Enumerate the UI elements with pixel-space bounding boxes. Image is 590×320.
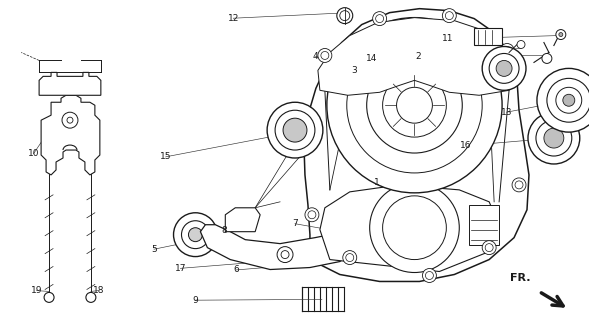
Circle shape	[62, 112, 78, 128]
Circle shape	[517, 41, 525, 49]
Circle shape	[383, 196, 447, 260]
Text: 7: 7	[292, 219, 298, 228]
Text: 12: 12	[228, 14, 239, 23]
Polygon shape	[39, 72, 101, 95]
Text: 19: 19	[31, 286, 42, 295]
Circle shape	[86, 292, 96, 302]
Circle shape	[182, 221, 209, 249]
Circle shape	[318, 49, 332, 62]
Text: 5: 5	[151, 245, 157, 254]
Circle shape	[173, 213, 217, 257]
Circle shape	[367, 58, 463, 153]
Text: 4: 4	[313, 52, 319, 61]
Circle shape	[370, 183, 459, 273]
Bar	[474, 28, 502, 45]
Circle shape	[547, 78, 590, 122]
Polygon shape	[469, 205, 499, 244]
Circle shape	[528, 112, 580, 164]
Polygon shape	[320, 185, 499, 271]
Circle shape	[542, 53, 552, 63]
Polygon shape	[304, 9, 529, 282]
Circle shape	[283, 118, 307, 142]
Circle shape	[485, 244, 493, 252]
Circle shape	[327, 18, 502, 193]
Circle shape	[301, 138, 315, 152]
Circle shape	[425, 271, 434, 279]
Circle shape	[503, 46, 511, 54]
Polygon shape	[41, 95, 100, 175]
Circle shape	[422, 268, 437, 283]
Circle shape	[559, 33, 563, 36]
Circle shape	[321, 52, 329, 60]
Circle shape	[308, 211, 316, 219]
Circle shape	[515, 181, 523, 189]
Circle shape	[383, 73, 447, 137]
Text: 6: 6	[234, 265, 239, 275]
Circle shape	[346, 253, 354, 261]
Text: 10: 10	[28, 149, 40, 158]
Circle shape	[373, 12, 386, 26]
Circle shape	[500, 44, 514, 58]
Circle shape	[67, 117, 73, 123]
Polygon shape	[201, 225, 355, 269]
Text: FR.: FR.	[510, 274, 531, 284]
Circle shape	[337, 8, 353, 24]
Circle shape	[512, 178, 526, 192]
Text: 8: 8	[222, 226, 227, 235]
Circle shape	[544, 128, 564, 148]
Text: 18: 18	[93, 286, 104, 295]
Circle shape	[396, 87, 432, 123]
Polygon shape	[318, 18, 514, 95]
Circle shape	[44, 292, 54, 302]
Circle shape	[338, 228, 358, 248]
Circle shape	[281, 251, 289, 259]
Text: 16: 16	[460, 141, 471, 150]
Circle shape	[482, 46, 526, 90]
Text: 14: 14	[366, 53, 377, 62]
Circle shape	[556, 87, 582, 113]
Polygon shape	[225, 208, 260, 232]
Circle shape	[304, 141, 312, 149]
Text: 1: 1	[375, 178, 380, 187]
Circle shape	[347, 37, 482, 173]
Circle shape	[563, 94, 575, 106]
Text: 15: 15	[160, 152, 172, 161]
Circle shape	[489, 53, 519, 83]
Circle shape	[277, 247, 293, 262]
Text: 3: 3	[351, 66, 356, 75]
Text: 2: 2	[415, 52, 421, 61]
Circle shape	[537, 68, 590, 132]
Text: 9: 9	[192, 296, 198, 305]
Circle shape	[536, 120, 572, 156]
Circle shape	[343, 251, 357, 265]
Circle shape	[482, 241, 496, 255]
Text: 11: 11	[442, 35, 454, 44]
Circle shape	[496, 60, 512, 76]
Circle shape	[445, 12, 453, 20]
Circle shape	[376, 15, 384, 23]
Circle shape	[556, 29, 566, 40]
Text: 13: 13	[501, 108, 512, 117]
Text: 17: 17	[175, 264, 186, 273]
Circle shape	[342, 232, 354, 244]
Circle shape	[188, 228, 202, 242]
Circle shape	[305, 208, 319, 222]
Circle shape	[267, 102, 323, 158]
Circle shape	[340, 11, 350, 20]
Circle shape	[442, 9, 456, 23]
Circle shape	[275, 110, 315, 150]
